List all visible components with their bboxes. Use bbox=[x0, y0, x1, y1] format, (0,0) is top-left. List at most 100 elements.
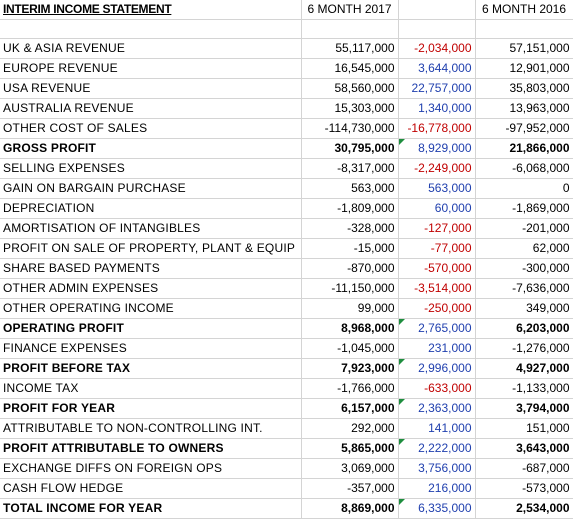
value-2017-cell[interactable]: 7,923,000 bbox=[301, 358, 399, 379]
difference-cell[interactable]: 3,644,000 bbox=[398, 58, 476, 79]
value-2016-cell[interactable]: 13,963,000 bbox=[475, 98, 573, 119]
difference-cell[interactable]: 1,340,000 bbox=[398, 98, 476, 119]
difference-cell[interactable]: -127,000 bbox=[398, 218, 476, 239]
value-2016-cell[interactable]: -573,000 bbox=[475, 478, 573, 499]
value-2016-cell[interactable]: 3,643,000 bbox=[475, 438, 573, 459]
difference-cell[interactable]: 6,335,000 bbox=[398, 498, 476, 519]
value-2017-cell[interactable]: -11,150,000 bbox=[301, 278, 399, 299]
difference-cell[interactable]: 2,765,000 bbox=[398, 318, 476, 339]
value-2016-cell[interactable]: 21,866,000 bbox=[475, 138, 573, 159]
value-2016-cell[interactable]: 62,000 bbox=[475, 238, 573, 259]
line-item-label[interactable]: OTHER COST OF SALES bbox=[0, 118, 302, 139]
difference-cell[interactable]: 216,000 bbox=[398, 478, 476, 499]
line-item-label[interactable]: PROFIT ON SALE OF PROPERTY, PLANT & EQUI… bbox=[0, 238, 302, 259]
difference-cell[interactable]: 60,000 bbox=[398, 198, 476, 219]
line-item-label[interactable]: DEPRECIATION bbox=[0, 198, 302, 219]
value-2017-cell[interactable]: -357,000 bbox=[301, 478, 399, 499]
difference-cell[interactable]: -16,778,000 bbox=[398, 118, 476, 139]
column-header-2017[interactable]: 6 MONTH 2017 bbox=[301, 0, 399, 20]
value-2017-cell[interactable]: 292,000 bbox=[301, 418, 399, 439]
value-2017-cell[interactable]: 5,865,000 bbox=[301, 438, 399, 459]
line-item-label[interactable]: TOTAL INCOME FOR YEAR bbox=[0, 498, 302, 519]
empty-cell[interactable] bbox=[0, 19, 302, 39]
line-item-label[interactable]: SHARE BASED PAYMENTS bbox=[0, 258, 302, 279]
line-item-label[interactable]: OTHER OPERATING INCOME bbox=[0, 298, 302, 319]
value-2017-cell[interactable]: 30,795,000 bbox=[301, 138, 399, 159]
difference-cell[interactable]: 231,000 bbox=[398, 338, 476, 359]
empty-header-cell[interactable] bbox=[398, 0, 476, 20]
value-2016-cell[interactable]: -1,869,000 bbox=[475, 198, 573, 219]
value-2017-cell[interactable]: -1,809,000 bbox=[301, 198, 399, 219]
line-item-label[interactable]: CASH FLOW HEDGE bbox=[0, 478, 302, 499]
difference-cell[interactable]: 3,756,000 bbox=[398, 458, 476, 479]
value-2017-cell[interactable]: -1,766,000 bbox=[301, 378, 399, 399]
difference-cell[interactable]: 2,222,000 bbox=[398, 438, 476, 459]
value-2016-cell[interactable]: -300,000 bbox=[475, 258, 573, 279]
value-2017-cell[interactable]: 16,545,000 bbox=[301, 58, 399, 79]
difference-cell[interactable]: -2,249,000 bbox=[398, 158, 476, 179]
difference-cell[interactable]: 8,929,000 bbox=[398, 138, 476, 159]
value-2017-cell[interactable]: -1,045,000 bbox=[301, 338, 399, 359]
difference-cell[interactable]: -570,000 bbox=[398, 258, 476, 279]
line-item-label[interactable]: PROFIT BEFORE TAX bbox=[0, 358, 302, 379]
difference-cell[interactable]: -77,000 bbox=[398, 238, 476, 259]
value-2016-cell[interactable]: 3,794,000 bbox=[475, 398, 573, 419]
empty-cell[interactable] bbox=[475, 19, 573, 39]
value-2017-cell[interactable]: 3,069,000 bbox=[301, 458, 399, 479]
line-item-label[interactable]: INCOME TAX bbox=[0, 378, 302, 399]
value-2016-cell[interactable]: 6,203,000 bbox=[475, 318, 573, 339]
line-item-label[interactable]: UK & ASIA REVENUE bbox=[0, 38, 302, 59]
line-item-label[interactable]: PROFIT ATTRIBUTABLE TO OWNERS bbox=[0, 438, 302, 459]
line-item-label[interactable]: GROSS PROFIT bbox=[0, 138, 302, 159]
line-item-label[interactable]: ATTRIBUTABLE TO NON-CONTROLLING INT. bbox=[0, 418, 302, 439]
value-2016-cell[interactable]: -1,276,000 bbox=[475, 338, 573, 359]
statement-title-cell[interactable]: INTERIM INCOME STATEMENT bbox=[0, 0, 302, 20]
value-2017-cell[interactable]: 55,117,000 bbox=[301, 38, 399, 59]
line-item-label[interactable]: EUROPE REVENUE bbox=[0, 58, 302, 79]
value-2016-cell[interactable]: -7,636,000 bbox=[475, 278, 573, 299]
difference-cell[interactable]: 22,757,000 bbox=[398, 78, 476, 99]
value-2016-cell[interactable]: 35,803,000 bbox=[475, 78, 573, 99]
value-2017-cell[interactable]: -8,317,000 bbox=[301, 158, 399, 179]
difference-cell[interactable]: 141,000 bbox=[398, 418, 476, 439]
value-2017-cell[interactable]: 8,869,000 bbox=[301, 498, 399, 519]
value-2016-cell[interactable]: 151,000 bbox=[475, 418, 573, 439]
value-2017-cell[interactable]: -114,730,000 bbox=[301, 118, 399, 139]
line-item-label[interactable]: AUSTRALIA REVENUE bbox=[0, 98, 302, 119]
value-2017-cell[interactable]: 58,560,000 bbox=[301, 78, 399, 99]
empty-cell[interactable] bbox=[398, 19, 476, 39]
value-2017-cell[interactable]: 563,000 bbox=[301, 178, 399, 199]
line-item-label[interactable]: PROFIT FOR YEAR bbox=[0, 398, 302, 419]
column-header-2016[interactable]: 6 MONTH 2016 bbox=[475, 0, 573, 20]
value-2017-cell[interactable]: -15,000 bbox=[301, 238, 399, 259]
value-2016-cell[interactable]: -97,952,000 bbox=[475, 118, 573, 139]
line-item-label[interactable]: GAIN ON BARGAIN PURCHASE bbox=[0, 178, 302, 199]
value-2016-cell[interactable]: 0 bbox=[475, 178, 573, 199]
value-2017-cell[interactable]: -870,000 bbox=[301, 258, 399, 279]
value-2017-cell[interactable]: -328,000 bbox=[301, 218, 399, 239]
value-2016-cell[interactable]: -1,133,000 bbox=[475, 378, 573, 399]
value-2017-cell[interactable]: 8,968,000 bbox=[301, 318, 399, 339]
value-2016-cell[interactable]: -687,000 bbox=[475, 458, 573, 479]
value-2016-cell[interactable]: -201,000 bbox=[475, 218, 573, 239]
line-item-label[interactable]: OTHER ADMIN EXPENSES bbox=[0, 278, 302, 299]
empty-cell[interactable] bbox=[301, 19, 399, 39]
difference-cell[interactable]: 563,000 bbox=[398, 178, 476, 199]
value-2016-cell[interactable]: 349,000 bbox=[475, 298, 573, 319]
value-2016-cell[interactable]: 57,151,000 bbox=[475, 38, 573, 59]
difference-cell[interactable]: -633,000 bbox=[398, 378, 476, 399]
value-2017-cell[interactable]: 6,157,000 bbox=[301, 398, 399, 419]
line-item-label[interactable]: FINANCE EXPENSES bbox=[0, 338, 302, 359]
line-item-label[interactable]: EXCHANGE DIFFS ON FOREIGN OPS bbox=[0, 458, 302, 479]
line-item-label[interactable]: OPERATING PROFIT bbox=[0, 318, 302, 339]
difference-cell[interactable]: -3,514,000 bbox=[398, 278, 476, 299]
difference-cell[interactable]: 2,363,000 bbox=[398, 398, 476, 419]
value-2017-cell[interactable]: 99,000 bbox=[301, 298, 399, 319]
value-2017-cell[interactable]: 15,303,000 bbox=[301, 98, 399, 119]
difference-cell[interactable]: -250,000 bbox=[398, 298, 476, 319]
value-2016-cell[interactable]: -6,068,000 bbox=[475, 158, 573, 179]
line-item-label[interactable]: AMORTISATION OF INTANGIBLES bbox=[0, 218, 302, 239]
value-2016-cell[interactable]: 4,927,000 bbox=[475, 358, 573, 379]
line-item-label[interactable]: USA REVENUE bbox=[0, 78, 302, 99]
difference-cell[interactable]: -2,034,000 bbox=[398, 38, 476, 59]
